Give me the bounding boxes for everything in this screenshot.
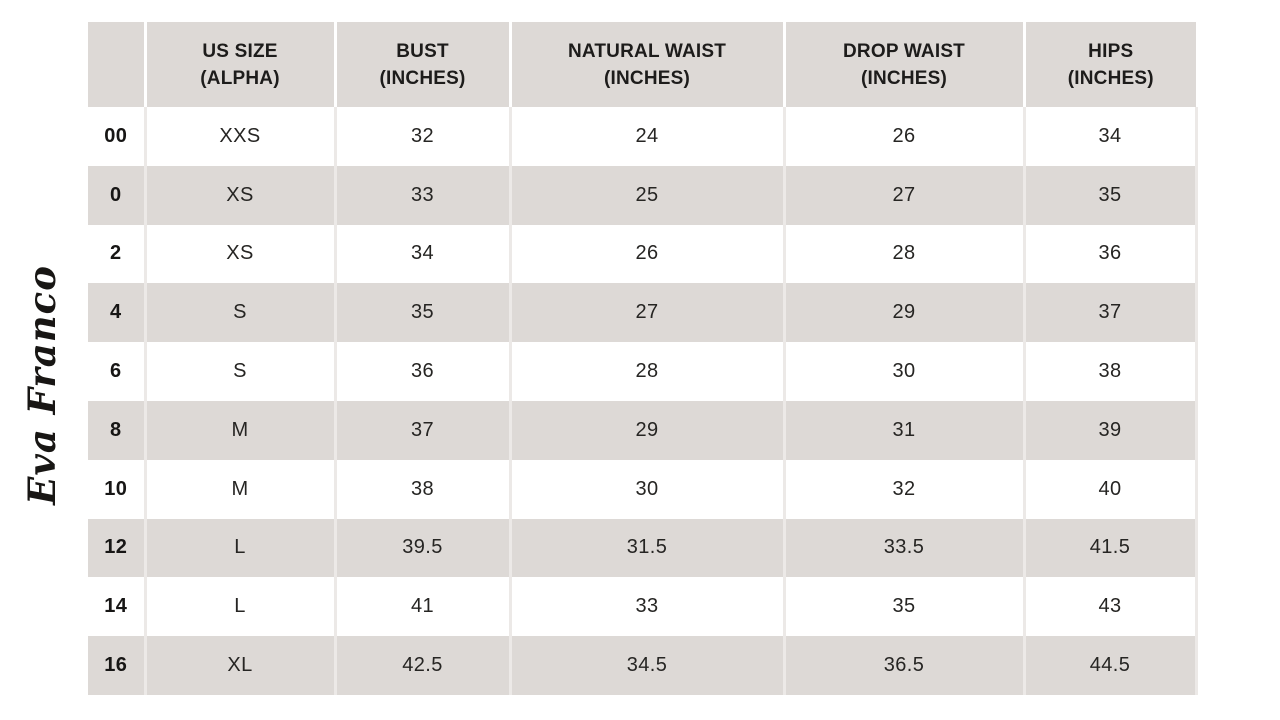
us-size-cell: 14 xyxy=(88,577,145,637)
bust-cell: 32 xyxy=(333,107,510,166)
natural-waist-cell: 28 xyxy=(508,342,784,401)
drop-waist-cell: 30 xyxy=(782,342,1024,401)
bust-cell: 33 xyxy=(333,165,510,225)
us-size-cell: 8 xyxy=(88,400,145,460)
hips-cell: 38 xyxy=(1022,342,1198,401)
natural-waist-cell: 24 xyxy=(508,107,784,166)
alpha-size-cell: M xyxy=(143,400,335,460)
us-size-cell: 4 xyxy=(88,283,145,343)
alpha-size-cell: XL xyxy=(143,636,335,695)
brand-logo: Eva Franco xyxy=(20,265,64,505)
natural-waist-cell: 33 xyxy=(508,577,784,637)
size-row: 14 L 41 33 35 43 xyxy=(88,577,1198,637)
us-size-cell: 16 xyxy=(88,636,145,695)
alpha-size-cell: XS xyxy=(143,224,335,284)
drop-waist-cell: 28 xyxy=(782,224,1024,284)
natural-waist-cell: 34.5 xyxy=(508,636,784,695)
alpha-size-cell: S xyxy=(143,342,335,401)
alpha-size-cell: M xyxy=(143,459,335,519)
size-row: 16 XL 42.5 34.5 36.5 44.5 xyxy=(88,636,1198,695)
size-row: 0 XS 33 25 27 35 xyxy=(88,165,1198,225)
hips-cell: 44.5 xyxy=(1022,636,1198,695)
bust-cell: 35 xyxy=(333,283,510,343)
hips-cell: 37 xyxy=(1022,283,1198,343)
bust-cell: 36 xyxy=(333,342,510,401)
header-line: (INCHES) xyxy=(860,67,948,89)
alpha-size-cell: XS xyxy=(143,165,335,225)
header-cell-blank xyxy=(88,22,145,107)
natural-waist-cell: 31.5 xyxy=(508,518,784,578)
drop-waist-cell: 33.5 xyxy=(782,518,1024,578)
alpha-size-cell: L xyxy=(143,577,335,637)
natural-waist-cell: 29 xyxy=(508,400,784,460)
bust-cell: 41 xyxy=(333,577,510,637)
hips-cell: 34 xyxy=(1022,107,1198,166)
natural-waist-cell: 30 xyxy=(508,459,784,519)
drop-waist-cell: 31 xyxy=(782,400,1024,460)
bust-cell: 34 xyxy=(333,224,510,284)
hips-cell: 43 xyxy=(1022,577,1198,637)
size-chart-table: US SIZE (ALPHA) BUST (INCHES) NATURAL WA… xyxy=(88,22,1198,695)
bust-cell: 39.5 xyxy=(333,518,510,578)
drop-waist-cell: 35 xyxy=(782,577,1024,637)
hips-cell: 39 xyxy=(1022,400,1198,460)
header-line: (INCHES) xyxy=(1067,67,1154,89)
header-line: (ALPHA) xyxy=(200,67,280,89)
us-size-cell: 6 xyxy=(88,342,145,401)
header-line: HIPS xyxy=(1088,40,1134,62)
header-cell-bust: BUST (INCHES) xyxy=(333,22,510,107)
drop-waist-cell: 29 xyxy=(782,283,1024,343)
header-line: DROP WAIST xyxy=(843,40,965,62)
header-cell-us-size-alpha: US SIZE (ALPHA) xyxy=(143,22,335,107)
natural-waist-cell: 26 xyxy=(508,224,784,284)
natural-waist-cell: 25 xyxy=(508,165,784,225)
header-cell-drop-waist: DROP WAIST (INCHES) xyxy=(782,22,1024,107)
natural-waist-cell: 27 xyxy=(508,283,784,343)
header-cell-hips: HIPS (INCHES) xyxy=(1022,22,1196,107)
us-size-cell: 00 xyxy=(88,107,145,166)
us-size-cell: 10 xyxy=(88,459,145,519)
drop-waist-cell: 27 xyxy=(782,165,1024,225)
header-line: (INCHES) xyxy=(379,67,466,89)
header-line: BUST xyxy=(396,40,449,62)
drop-waist-cell: 26 xyxy=(782,107,1024,166)
size-row: 6 S 36 28 30 38 xyxy=(88,342,1198,401)
bust-cell: 38 xyxy=(333,459,510,519)
header-line: (INCHES) xyxy=(603,67,691,89)
size-row: 00 XXS 32 24 26 34 xyxy=(88,107,1198,166)
alpha-size-cell: S xyxy=(143,283,335,343)
us-size-cell: 12 xyxy=(88,518,145,578)
hips-cell: 36 xyxy=(1022,224,1198,284)
hips-cell: 40 xyxy=(1022,459,1198,519)
size-row: 12 L 39.5 31.5 33.5 41.5 xyxy=(88,518,1198,578)
drop-waist-cell: 36.5 xyxy=(782,636,1024,695)
size-row: 8 M 37 29 31 39 xyxy=(88,400,1198,460)
hips-cell: 35 xyxy=(1022,165,1198,225)
header-row: US SIZE (ALPHA) BUST (INCHES) NATURAL WA… xyxy=(88,22,1196,107)
bust-cell: 42.5 xyxy=(333,636,510,695)
us-size-cell: 2 xyxy=(88,224,145,284)
header-line: NATURAL WAIST xyxy=(567,40,727,62)
hips-cell: 41.5 xyxy=(1022,518,1198,578)
alpha-size-cell: XXS xyxy=(143,107,335,166)
header-cell-natural-waist: NATURAL WAIST (INCHES) xyxy=(508,22,784,107)
size-row: 2 XS 34 26 28 36 xyxy=(88,224,1198,284)
header-line: US SIZE xyxy=(202,40,278,62)
bust-cell: 37 xyxy=(333,400,510,460)
size-row: 10 M 38 30 32 40 xyxy=(88,459,1198,519)
us-size-cell: 0 xyxy=(88,165,145,225)
drop-waist-cell: 32 xyxy=(782,459,1024,519)
alpha-size-cell: L xyxy=(143,518,335,578)
size-row: 4 S 35 27 29 37 xyxy=(88,283,1198,343)
